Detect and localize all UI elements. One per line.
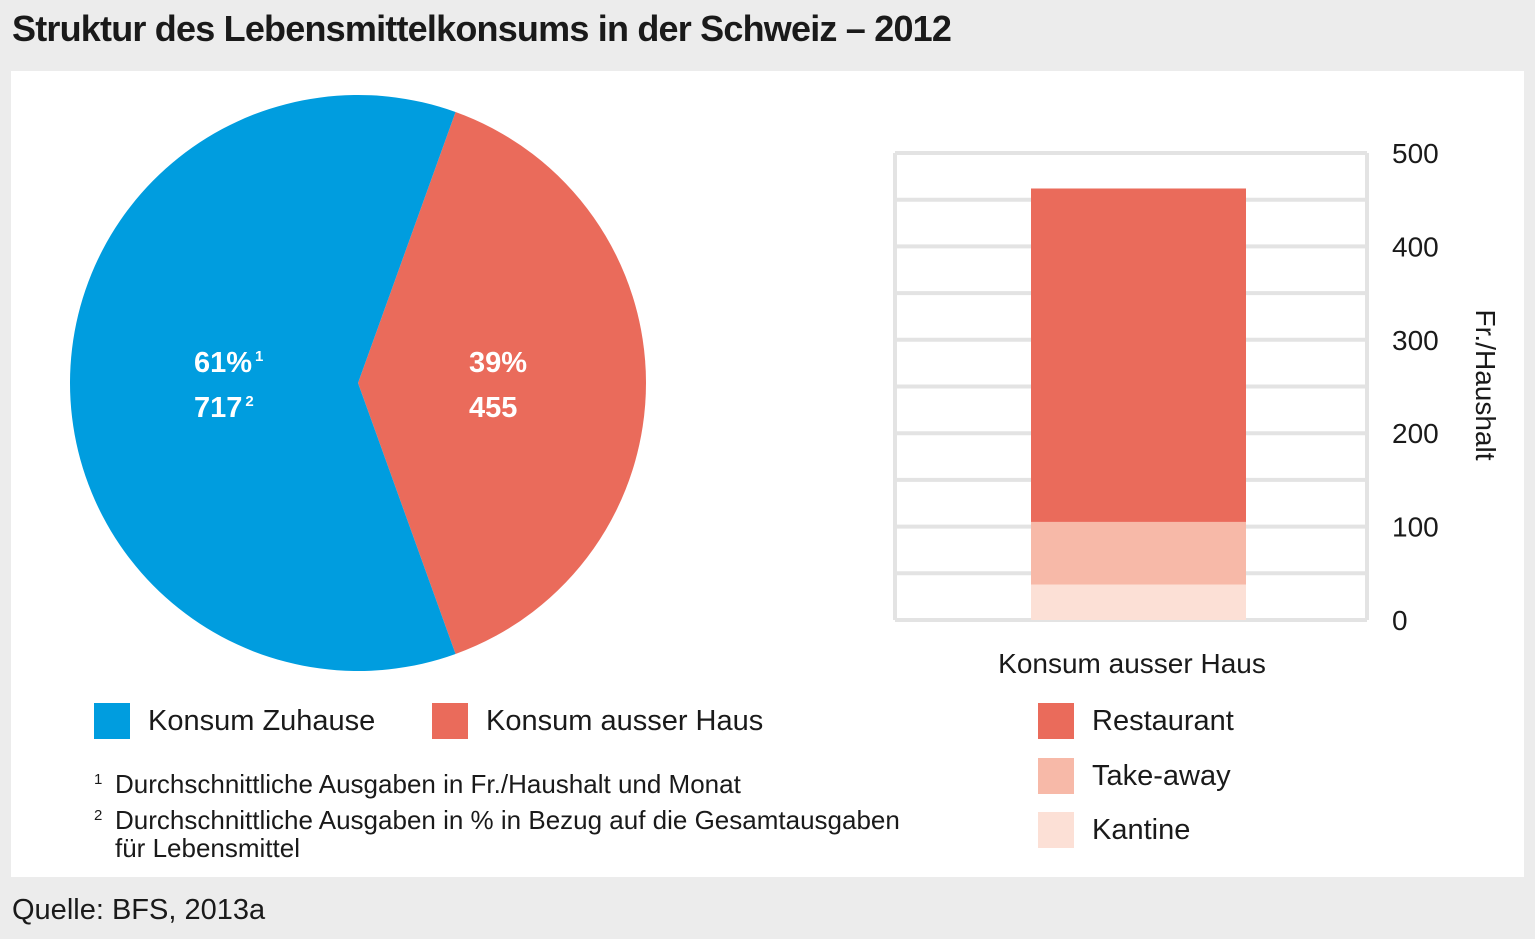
pie-label-footnote-1: 1	[255, 348, 263, 365]
y-tick-label: 100	[1392, 512, 1439, 543]
bar-segment-kantine	[1031, 584, 1246, 620]
x-axis-category-label: Konsum ausser Haus	[998, 648, 1266, 679]
footnote-2-text-line2: für Lebensmittel	[115, 833, 300, 863]
legend-swatch-zuhause	[94, 703, 130, 739]
footnote-1-text: Durchschnittliche Ausgaben in Fr./Hausha…	[115, 769, 741, 799]
legend-swatch-ausser-haus	[432, 703, 468, 739]
legend-item-restaurant: Restaurant	[1038, 703, 1234, 739]
legend-item-zuhause: Konsum Zuhause	[94, 703, 375, 739]
pie-label-footnote-2: 2	[245, 393, 253, 410]
legend-item-takeaway: Take-away	[1038, 758, 1231, 794]
y-axis-title: Fr./Haushalt	[1470, 310, 1501, 461]
y-tick-label: 500	[1392, 138, 1439, 169]
legend-swatch-kantine	[1038, 812, 1074, 848]
legend-label-restaurant: Restaurant	[1092, 704, 1234, 737]
legend-label-ausser-haus: Konsum ausser Haus	[486, 704, 764, 737]
y-tick-label: 200	[1392, 418, 1439, 449]
footnote-2-text: Durchschnittliche Ausgaben in % in Bezug…	[115, 805, 900, 835]
source-note: Quelle: BFS, 2013a	[12, 894, 266, 926]
legend-item-ausser-haus: Konsum ausser Haus	[432, 703, 763, 739]
chart-title: Struktur des Lebensmittelkonsums in der …	[12, 8, 952, 49]
pie-slice-zuhause	[69, 94, 456, 672]
pie-label-ausser-haus-percent: 39%	[469, 347, 527, 379]
legend-label-takeaway: Take-away	[1092, 759, 1231, 792]
legend-item-kantine: Kantine	[1038, 812, 1190, 848]
bar-segment-take-away	[1031, 521, 1246, 585]
legend-swatch-restaurant	[1038, 703, 1074, 739]
bar-chart	[1031, 188, 1246, 620]
y-tick-label: 400	[1392, 231, 1439, 262]
legend-swatch-takeaway	[1038, 758, 1074, 794]
pie-label-zuhause-percent: 61% 1	[194, 347, 263, 379]
legend-label-kantine: Kantine	[1092, 813, 1191, 846]
bar-segment-restaurant	[1031, 188, 1246, 522]
y-tick-label: 300	[1392, 325, 1439, 356]
footnote-2: 2 Durchschnittliche Ausgaben in % in Bez…	[94, 806, 900, 862]
pie-slice-ausser-haus	[358, 112, 646, 654]
bar-chart-y-ticks: 0 100 200 300 400 500	[1392, 138, 1439, 636]
legend-label-zuhause: Konsum Zuhause	[148, 704, 376, 737]
footnote-2-number: 2	[94, 807, 103, 824]
y-tick-label: 0	[1392, 605, 1408, 636]
pie-label-ausser-haus-value: 455	[469, 392, 517, 424]
footnote-1: 1 Durchschnittliche Ausgaben in Fr./Haus…	[94, 770, 741, 798]
footnote-1-number: 1	[94, 771, 103, 788]
